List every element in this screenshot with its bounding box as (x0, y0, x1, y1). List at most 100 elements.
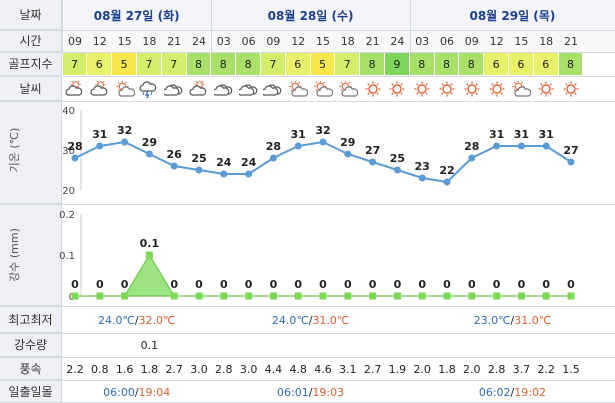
row-label-weather: 날씨 (0, 76, 62, 101)
temperature-value-label: 28 (464, 140, 479, 153)
hour-label: 24 (191, 34, 206, 48)
golf-index-cell: 8 (558, 53, 584, 75)
golf-index-cell: 7 (161, 53, 187, 75)
wind-speed: 1.5 (562, 362, 580, 376)
rain-point (121, 292, 129, 300)
golf-index-cell: 5 (112, 53, 137, 75)
rain-value-label: 0 (71, 278, 79, 291)
temperature-value-label: 32 (315, 124, 330, 137)
hour-label: 09 (67, 34, 82, 48)
temperature-chart: 40 30 20 기온 (℃) 28 31 32 29 26 25 24 24 28 31 32 29 27 25… (8, 106, 579, 197)
row-label-minmax: 최고최저 (0, 306, 62, 333)
rain-amount (360, 334, 385, 357)
rain-amount (459, 334, 484, 357)
row-label-time: 시간 (0, 30, 62, 52)
sun-time: 06:01/19:03 (211, 381, 409, 403)
temperature-value-label: 31 (92, 128, 107, 141)
hour-label: 18 (142, 34, 157, 48)
hour-label: 15 (117, 34, 132, 48)
minmax-value-max: 31.0℃ (312, 313, 350, 327)
wind-speed: 1.8 (140, 362, 159, 376)
sun-time-rise: 06:00 (103, 385, 135, 399)
golf-index-cell: 7 (261, 53, 286, 75)
wind-speed: 1.9 (388, 362, 407, 376)
rain-value-label: 0.1 (140, 237, 160, 250)
hour-label: 12 (489, 34, 504, 48)
temperature-point (294, 142, 302, 150)
wind-speed: 2.8 (215, 362, 233, 376)
rain-value-label: 0 (294, 278, 302, 291)
temperature-point (195, 166, 203, 174)
rain-point (468, 292, 476, 300)
minmax-value-sep: / (308, 313, 313, 327)
hour-label: 15 (514, 34, 529, 48)
rain-amount (236, 334, 261, 357)
rain-point (493, 292, 501, 300)
partly-cloudy-icon (63, 77, 88, 101)
temperature-point (393, 166, 401, 174)
temperature-value-label: 31 (514, 128, 529, 141)
date-label: 08월 27일 (화) (93, 8, 180, 23)
wind-speed: 3.0 (190, 362, 208, 376)
rain-value-label: 0 (394, 278, 402, 291)
golf-index-cell: 8 (186, 53, 212, 75)
y-tick-label: 0.2 (59, 210, 75, 221)
wind-speed: 1.8 (438, 362, 456, 376)
hour-label: 06 (241, 34, 256, 48)
wind-speed: 3.7 (512, 362, 531, 376)
rain-point (245, 292, 253, 300)
rain-amount (162, 334, 187, 357)
rain-value-label: 0 (542, 278, 550, 291)
temperature-point (369, 158, 377, 166)
rain-point (443, 292, 451, 300)
rain-value-label: 0 (220, 278, 228, 291)
temperature-point (493, 142, 501, 150)
sun-icon (534, 77, 559, 101)
rain-value-label: 0 (319, 278, 327, 291)
sun-time: 06:00/19:04 (62, 381, 211, 403)
temperature-value-label: 25 (390, 152, 405, 165)
wind-speed: 2.2 (66, 362, 84, 376)
temperature-value-label: 28 (67, 140, 82, 153)
sun-time: 06:02/19:02 (410, 381, 615, 403)
golf-index-cell: 7 (335, 53, 361, 75)
hour-label: 06 (439, 34, 454, 48)
rain-series-area (75, 253, 571, 297)
rain-point (71, 292, 79, 300)
rain-point (567, 292, 575, 300)
rain-amount (534, 334, 559, 357)
temperature-point (418, 174, 426, 182)
rain-point (418, 292, 426, 300)
rain-point (344, 292, 352, 300)
wind-speed: 2.0 (463, 362, 481, 376)
golf-index-cell: 7 (137, 53, 162, 75)
temperature-point (220, 170, 228, 178)
rain-point (170, 292, 178, 300)
partly-sunny-icon (286, 77, 311, 101)
date-row (62, 0, 615, 30)
rain-amount (335, 334, 360, 357)
sun-time-sep: / (510, 385, 515, 399)
rain-amount (286, 334, 311, 357)
golf-index-cell: 6 (484, 53, 509, 75)
rain-point (294, 292, 302, 300)
minmax-value-max: 32.0℃ (138, 313, 176, 327)
row-label-rain-chart (0, 204, 62, 306)
temperature-value-label: 29 (142, 136, 157, 149)
hour-label: 03 (216, 34, 231, 48)
minmax-value-sep: / (134, 313, 139, 327)
rain-point (319, 292, 327, 300)
hour-label: 21 (365, 34, 380, 48)
rain-value-label: 0 (121, 278, 129, 291)
wind-speed: 2.8 (487, 362, 506, 376)
rain-amount (484, 334, 509, 357)
rain-value-label: 0 (195, 278, 203, 291)
minmax-value: 24.0℃/32.0℃ (62, 307, 211, 333)
rain-point (517, 292, 525, 300)
rain-amount (87, 334, 112, 357)
partly-sunny-icon (335, 77, 360, 101)
temperature-value-label: 27 (563, 144, 578, 157)
temperature-value-label: 27 (365, 144, 380, 157)
y-tick-label: 40 (62, 106, 75, 117)
